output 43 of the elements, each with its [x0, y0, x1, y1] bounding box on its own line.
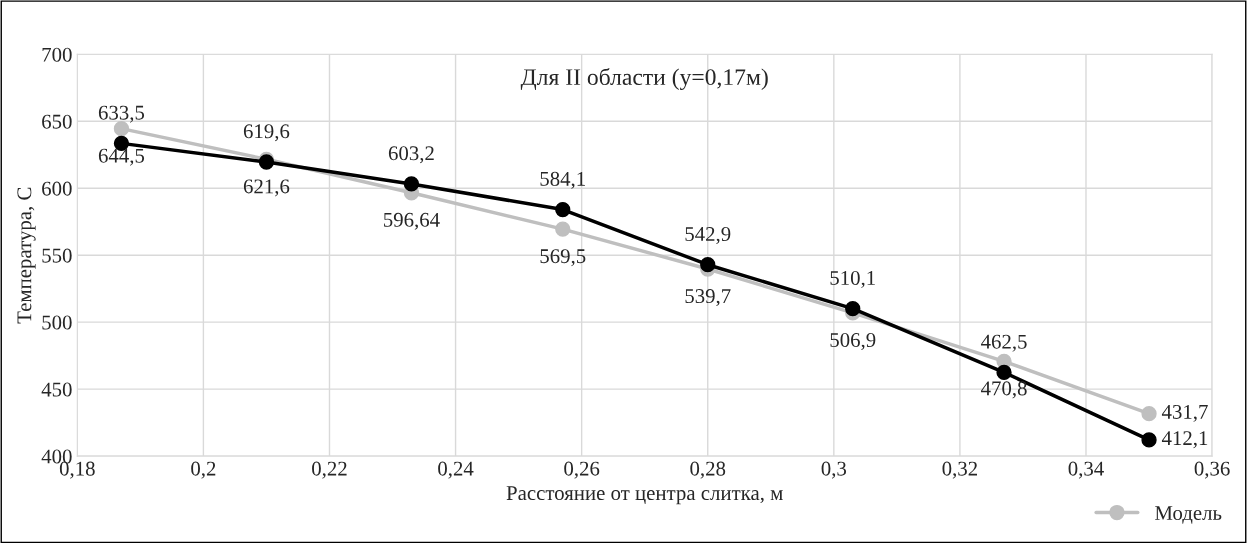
- data-label: 462,5: [981, 334, 1027, 352]
- x-tick-label: 0,22: [312, 461, 347, 479]
- y-tick-label: 450: [41, 382, 72, 397]
- x-tick-label: 0,26: [564, 461, 600, 479]
- data-label: 603,2: [388, 146, 434, 164]
- y-axis-title: Температура, С: [17, 187, 36, 324]
- data-label: 470,8: [981, 381, 1027, 399]
- point: [1141, 432, 1157, 448]
- legend-label: Модель: [1155, 506, 1222, 524]
- data-label: 596,64: [384, 212, 440, 230]
- point: [555, 221, 571, 237]
- point: [700, 257, 716, 273]
- x-axis-title: Расстояние от центра слитка, м: [506, 486, 783, 505]
- data-label: 542,9: [685, 227, 731, 245]
- data-label: 621,6: [243, 179, 290, 197]
- x-tick-label: 0,36: [1194, 461, 1230, 479]
- point: [1141, 406, 1157, 422]
- data-label: 584,1: [540, 171, 585, 189]
- data-label: 644,5: [98, 148, 145, 166]
- x-tick-label: 0,3: [821, 461, 847, 479]
- x-tick-label: 0,24: [438, 461, 474, 479]
- data-label: 510,1: [830, 270, 875, 288]
- data-label: 633,5: [98, 105, 145, 123]
- x-tick-label: 0,32: [942, 461, 977, 479]
- x-tick-label: 0,28: [690, 461, 726, 479]
- data-label: 431,7: [1161, 404, 1208, 422]
- data-label: 539,7: [685, 289, 731, 307]
- data-label: 569,5: [540, 249, 586, 267]
- text: Для II области (y=0,17м): [520, 67, 768, 90]
- x-tick-label: 0,2: [191, 461, 216, 479]
- point: [996, 364, 1012, 381]
- y-tick-label: 600: [42, 181, 72, 196]
- x-tick-label: 0,34: [1068, 461, 1104, 479]
- data-label: 412,1: [1161, 431, 1208, 449]
- point: [555, 201, 571, 218]
- point: [845, 301, 861, 317]
- data-label: 619,6: [243, 124, 290, 142]
- y-tick-label: 700: [42, 47, 72, 62]
- y-tick-label: 500: [42, 315, 72, 330]
- y-tick-label: 650: [42, 114, 72, 129]
- y-tick-label: 550: [42, 248, 72, 263]
- data-label: 506,9: [830, 332, 876, 351]
- point: [403, 176, 420, 192]
